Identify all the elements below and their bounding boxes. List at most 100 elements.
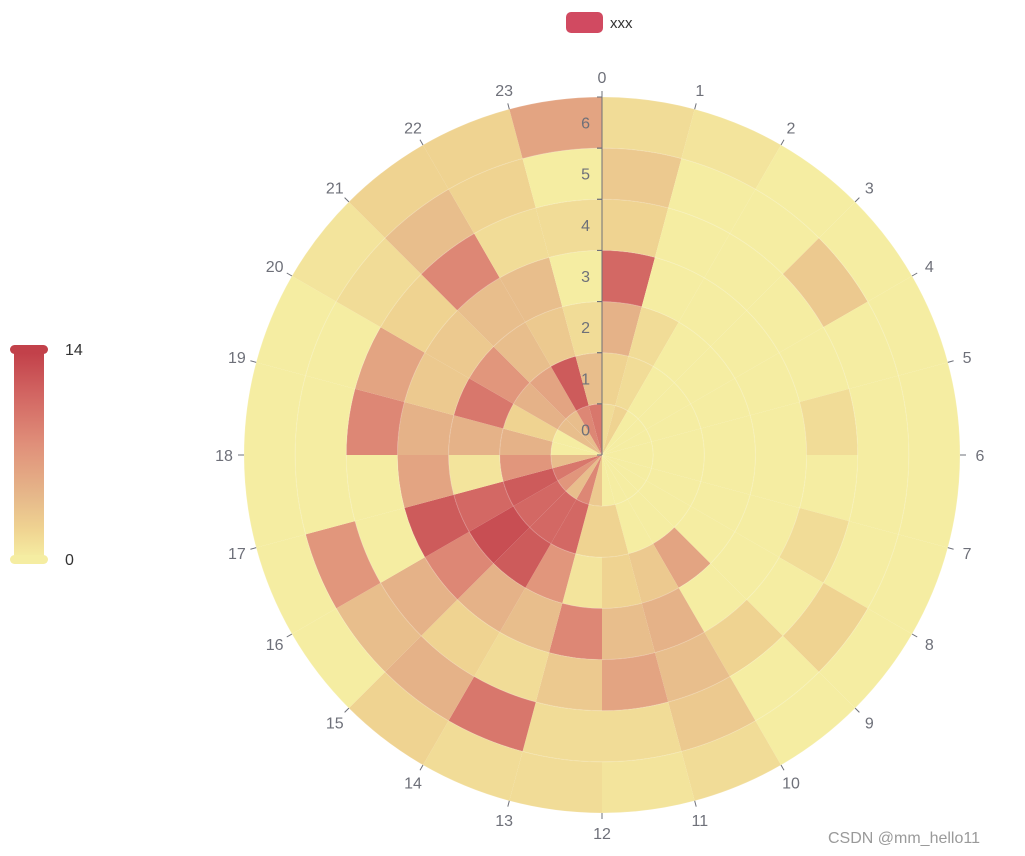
legend-label[interactable]: xxx bbox=[610, 15, 633, 32]
heatmap-cell[interactable] bbox=[653, 322, 711, 383]
heatmap-cell[interactable] bbox=[457, 277, 526, 347]
heatmap-cell[interactable] bbox=[424, 531, 494, 600]
heatmap-cell[interactable] bbox=[700, 455, 756, 495]
heatmap-cell[interactable] bbox=[509, 97, 602, 159]
heatmap-cell[interactable] bbox=[654, 632, 730, 703]
heatmap-cell[interactable] bbox=[448, 158, 536, 234]
heatmap-cell[interactable] bbox=[615, 499, 654, 554]
heatmap-cell[interactable] bbox=[354, 327, 425, 403]
heatmap-cell[interactable] bbox=[423, 109, 523, 190]
heatmap-cell[interactable] bbox=[576, 405, 602, 455]
heatmap-cell[interactable] bbox=[755, 671, 856, 766]
heatmap-cell[interactable] bbox=[404, 494, 470, 558]
heatmap-cell[interactable] bbox=[823, 521, 899, 609]
heatmap-cell[interactable] bbox=[575, 352, 602, 406]
heatmap-cell[interactable] bbox=[755, 144, 856, 239]
heatmap-cell[interactable] bbox=[602, 652, 669, 711]
visual-map-bottom-handle[interactable] bbox=[10, 555, 48, 564]
heatmap-cell[interactable] bbox=[602, 751, 695, 813]
heatmap-cell[interactable] bbox=[552, 455, 602, 481]
heatmap-cell[interactable] bbox=[474, 207, 550, 278]
heatmap-cell[interactable] bbox=[499, 587, 563, 653]
heatmap-cell[interactable] bbox=[453, 481, 514, 532]
heatmap-cell[interactable] bbox=[690, 378, 751, 429]
heatmap-cell[interactable] bbox=[690, 481, 751, 532]
heatmap-cell[interactable] bbox=[602, 455, 647, 492]
heatmap-cell[interactable] bbox=[588, 403, 602, 455]
heatmap-cell[interactable] bbox=[678, 563, 747, 633]
heatmap-cell[interactable] bbox=[602, 504, 629, 558]
heatmap-cell[interactable] bbox=[499, 257, 563, 323]
heatmap-cell[interactable] bbox=[602, 455, 616, 507]
heatmap-cell[interactable] bbox=[385, 189, 475, 275]
heatmap-cell[interactable] bbox=[525, 543, 576, 604]
heatmap-cell[interactable] bbox=[474, 632, 550, 703]
heatmap-cell[interactable] bbox=[779, 327, 850, 403]
heatmap-cell[interactable] bbox=[550, 499, 589, 554]
heatmap-cell[interactable] bbox=[641, 257, 705, 323]
heatmap-cell[interactable] bbox=[602, 250, 655, 307]
heatmap-cell[interactable] bbox=[499, 455, 553, 482]
heatmap-cell[interactable] bbox=[448, 676, 536, 752]
heatmap-cell[interactable] bbox=[602, 441, 654, 455]
heatmap-cell[interactable] bbox=[602, 148, 682, 208]
heatmap-cell[interactable] bbox=[668, 158, 756, 234]
heatmap-cell[interactable] bbox=[729, 189, 819, 275]
heatmap-cell[interactable] bbox=[602, 455, 628, 505]
heatmap-cell[interactable] bbox=[638, 480, 691, 528]
heatmap-cell[interactable] bbox=[535, 652, 602, 711]
heatmap-cell[interactable] bbox=[818, 201, 913, 302]
heatmap-cell[interactable] bbox=[602, 455, 639, 500]
heatmap-cell[interactable] bbox=[782, 582, 868, 672]
heatmap-cell[interactable] bbox=[602, 352, 629, 406]
heatmap-cell[interactable] bbox=[734, 352, 800, 416]
heatmap-cell[interactable] bbox=[602, 418, 647, 455]
heatmap-cell[interactable] bbox=[448, 455, 504, 495]
visual-map[interactable]: 14 0 bbox=[10, 342, 83, 569]
heatmap-cell[interactable] bbox=[823, 301, 899, 389]
heatmap-cell[interactable] bbox=[522, 702, 602, 762]
heatmap-cell[interactable] bbox=[305, 301, 381, 389]
heatmap-cell[interactable] bbox=[529, 491, 577, 544]
heatmap-cell[interactable] bbox=[849, 375, 909, 455]
heatmap-cell[interactable] bbox=[562, 553, 602, 609]
heatmap-cell[interactable] bbox=[424, 310, 494, 379]
heatmap-cell[interactable] bbox=[522, 148, 602, 208]
heatmap-cell[interactable] bbox=[493, 527, 551, 588]
heatmap-cell[interactable] bbox=[898, 362, 960, 455]
heatmap-cell[interactable] bbox=[256, 534, 337, 634]
heatmap-cell[interactable] bbox=[244, 455, 306, 548]
heatmap-cell[interactable] bbox=[421, 233, 500, 311]
heatmap-cell[interactable] bbox=[336, 582, 422, 672]
heatmap-cell[interactable] bbox=[602, 553, 642, 609]
heatmap-cell[interactable] bbox=[867, 276, 948, 376]
heatmap-cell[interactable] bbox=[627, 491, 675, 544]
heatmap-cell[interactable] bbox=[627, 366, 675, 419]
heatmap-cell[interactable] bbox=[457, 563, 526, 633]
heatmap-cell[interactable] bbox=[385, 635, 475, 721]
heatmap-cell[interactable] bbox=[674, 346, 735, 404]
visual-map-top-handle[interactable] bbox=[10, 345, 48, 354]
heatmap-cell[interactable] bbox=[529, 366, 577, 419]
heatmap-cell[interactable] bbox=[503, 468, 558, 507]
heatmap-cell[interactable] bbox=[562, 301, 602, 357]
heatmap-cell[interactable] bbox=[668, 676, 756, 752]
heatmap-cell[interactable] bbox=[295, 375, 355, 455]
heatmap-cell[interactable] bbox=[549, 603, 602, 660]
heatmap-cell[interactable] bbox=[678, 277, 747, 347]
heatmap-cell[interactable] bbox=[380, 557, 458, 636]
heatmap-cell[interactable] bbox=[602, 410, 639, 455]
heatmap-cell[interactable] bbox=[423, 720, 523, 801]
heatmap-cell[interactable] bbox=[354, 507, 425, 583]
heatmap-cell[interactable] bbox=[653, 527, 711, 588]
heatmap-cell[interactable] bbox=[746, 274, 824, 353]
heatmap-cell[interactable] bbox=[380, 274, 458, 353]
heatmap-cell[interactable] bbox=[404, 352, 470, 416]
heatmap-cell[interactable] bbox=[750, 402, 807, 455]
heatmap-cell[interactable] bbox=[818, 608, 913, 709]
heatmap-cell[interactable] bbox=[651, 428, 705, 455]
heatmap-cell[interactable] bbox=[700, 415, 756, 455]
heatmap-cell[interactable] bbox=[681, 109, 781, 190]
heatmap-cell[interactable] bbox=[704, 233, 783, 311]
heatmap-cell[interactable] bbox=[552, 429, 602, 455]
